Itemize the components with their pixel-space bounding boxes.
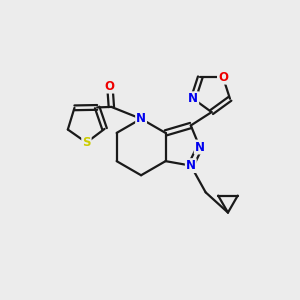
- Text: S: S: [82, 136, 91, 149]
- Text: N: N: [186, 159, 196, 172]
- Text: O: O: [105, 80, 115, 93]
- Text: O: O: [218, 71, 228, 84]
- Text: N: N: [195, 140, 205, 154]
- Text: N: N: [136, 112, 146, 125]
- Text: N: N: [188, 92, 198, 105]
